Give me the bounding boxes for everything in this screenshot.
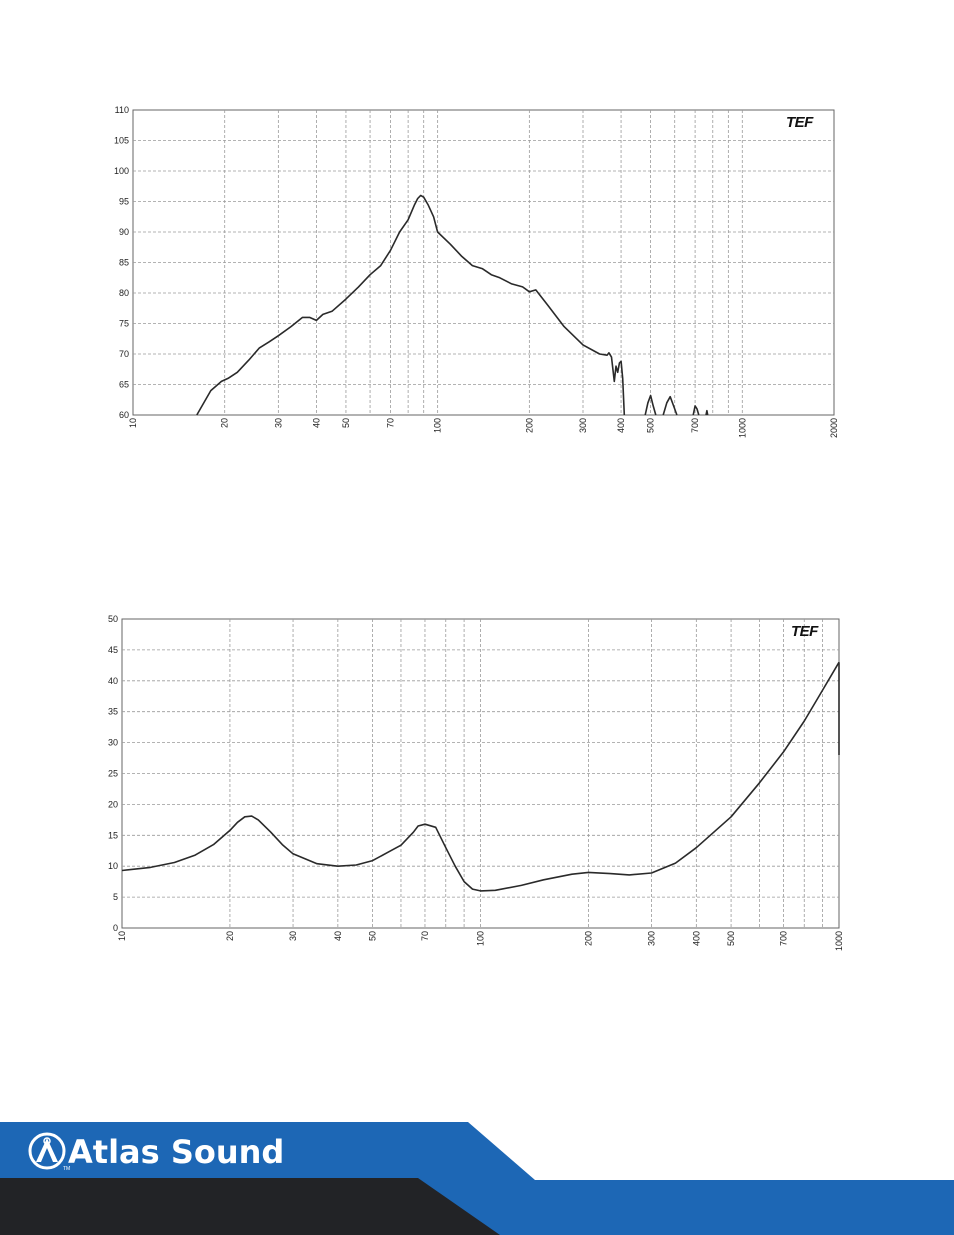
y-tick-label: 15 — [108, 830, 118, 840]
y-tick-label: 0 — [113, 923, 118, 933]
x-tick-labels: 10 20 30 40 50 70 100 200 300 400 500 700 1000 — [117, 931, 844, 951]
series-line — [196, 194, 626, 416]
y-tick-label: 100 — [114, 166, 129, 176]
x-tick-label: 300 — [647, 931, 657, 946]
x-tick-label: 30 — [273, 418, 283, 428]
y-tick-label: 85 — [119, 258, 129, 268]
atlas-sound-logo: TM Atlas Sound — [28, 1132, 284, 1172]
x-tick-label: 50 — [368, 931, 378, 941]
x-tick-label: 500 — [726, 931, 736, 946]
y-tick-label: 110 — [115, 105, 129, 115]
x-tick-label: 20 — [220, 418, 230, 428]
x-tick-label: 30 — [288, 931, 298, 941]
series-line — [121, 661, 840, 892]
x-tick-label: 400 — [691, 931, 701, 946]
y-tick-label: 45 — [108, 645, 118, 655]
x-tick-label: 700 — [778, 931, 788, 946]
y-tick-label: 40 — [108, 676, 118, 686]
footer-band: TM Atlas Sound — [0, 1122, 954, 1235]
series-line — [644, 394, 657, 416]
impedance-chart: 0 5 10 15 20 25 30 35 40 45 50 10 20 30 40 50 70 100 200 3… — [108, 614, 844, 951]
y-tick-label: 65 — [119, 380, 129, 390]
y-tick-labels: 0 5 10 15 20 25 30 35 40 45 50 — [108, 614, 118, 933]
tef-logo: TEF — [791, 623, 819, 640]
y-tick-label: 95 — [119, 197, 129, 207]
x-tick-label: 70 — [385, 418, 395, 428]
x-tick-label: 200 — [524, 418, 534, 433]
x-tick-label: 500 — [646, 418, 656, 433]
series-line — [705, 409, 709, 416]
y-tick-label: 5 — [113, 892, 118, 902]
y-tick-label: 105 — [114, 136, 129, 146]
y-tick-label: 50 — [108, 614, 118, 624]
x-tick-label: 40 — [311, 418, 321, 428]
chart-grid — [133, 110, 834, 415]
atlas-logo-icon — [28, 1132, 66, 1170]
y-tick-label: 70 — [119, 349, 129, 359]
trademark-mark: TM — [63, 1166, 70, 1172]
y-tick-label: 60 — [119, 410, 129, 420]
y-tick-label: 10 — [108, 861, 118, 871]
x-tick-label: 400 — [616, 418, 626, 433]
x-tick-label: 20 — [225, 931, 235, 941]
x-tick-label: 10 — [128, 418, 138, 428]
y-tick-label: 25 — [108, 769, 118, 779]
x-tick-label: 1000 — [834, 931, 844, 951]
tef-logo: TEF — [786, 114, 814, 131]
chart-series — [121, 661, 840, 892]
y-tick-labels: 60 65 70 75 80 85 90 95 100 105 110 — [114, 105, 129, 420]
chart-grid — [122, 619, 839, 928]
footer-dark-band — [0, 1178, 500, 1235]
x-tick-label: 70 — [420, 931, 430, 941]
brand-name: Atlas Sound — [68, 1133, 284, 1171]
x-tick-label: 100 — [476, 931, 486, 946]
y-tick-label: 80 — [119, 288, 129, 298]
y-tick-label: 75 — [119, 319, 129, 329]
x-tick-labels: 10 20 30 40 50 70 100 200 300 400 500 700 1000 2000 — [128, 418, 839, 438]
x-tick-label: 1000 — [737, 418, 747, 438]
x-tick-label: 40 — [333, 931, 343, 941]
y-tick-label: 35 — [108, 707, 118, 717]
series-line — [662, 395, 678, 416]
x-tick-label: 10 — [117, 931, 127, 941]
series-line — [692, 405, 700, 416]
x-tick-label: 100 — [433, 418, 443, 433]
x-tick-label: 50 — [341, 418, 351, 428]
x-tick-label: 2000 — [829, 418, 839, 438]
x-tick-label: 200 — [583, 931, 593, 946]
chart-series — [196, 194, 709, 416]
x-tick-label: 700 — [690, 418, 700, 433]
y-tick-label: 90 — [119, 227, 129, 237]
y-tick-label: 30 — [108, 738, 118, 748]
y-tick-label: 20 — [108, 799, 118, 809]
x-tick-label: 300 — [578, 418, 588, 433]
